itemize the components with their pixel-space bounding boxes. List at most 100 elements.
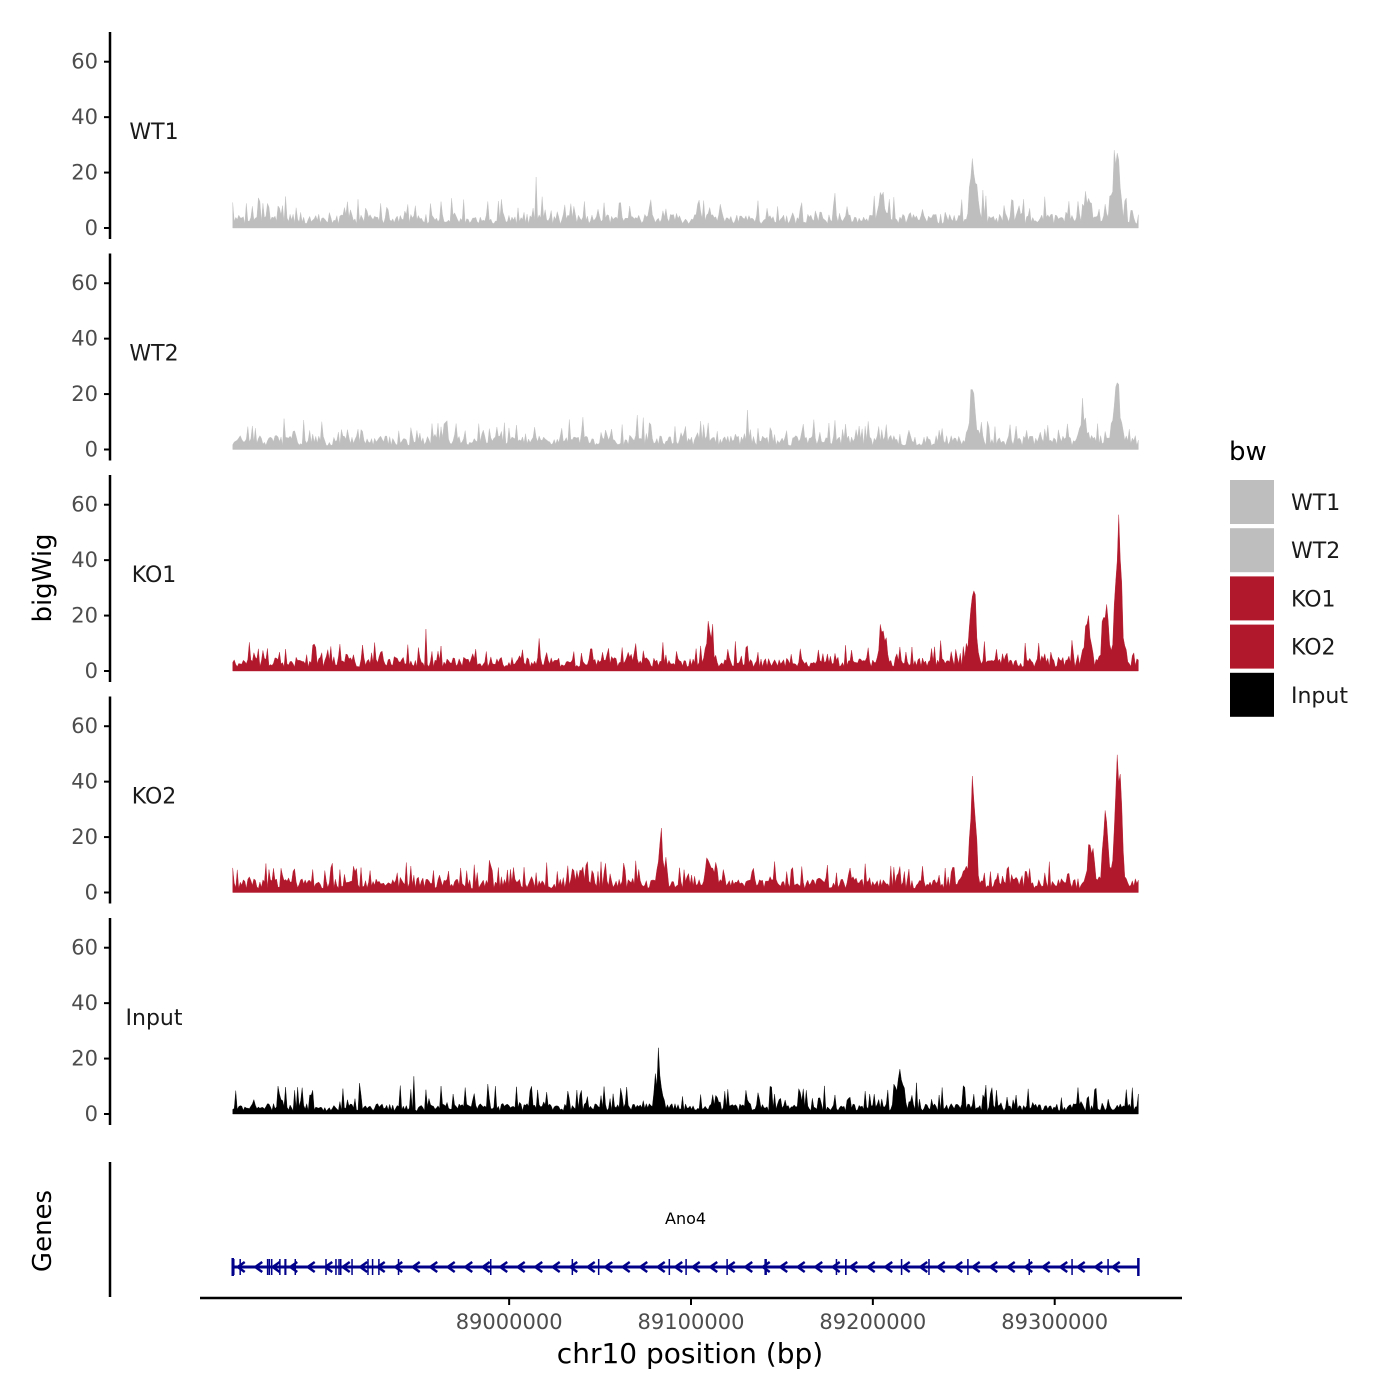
strand-arrow (1040, 1260, 1051, 1274)
legend-swatch-ko1 (1230, 576, 1274, 621)
legend-label-wt1: WT1 (1291, 491, 1340, 516)
track-label: KO1 (132, 563, 177, 588)
strand-arrow (725, 1260, 736, 1274)
strand-arrow (445, 1260, 456, 1274)
strand-arrow (323, 1260, 333, 1274)
legend-label-wt2: WT2 (1291, 539, 1340, 564)
strand-arrow (585, 1260, 596, 1274)
strand-arrow (620, 1260, 631, 1274)
y-axis-title: bigWig (28, 533, 58, 622)
track-ko2: 0 20 40 60 KO2 (71, 696, 1139, 905)
legend-swatch-wt2 (1230, 528, 1274, 573)
genes-axis-title: Genes (28, 1190, 58, 1272)
legend: bw WT1 WT2 KO1 KO2 Input (1229, 437, 1348, 717)
strand-arrow (778, 1260, 788, 1274)
y-tick-label: 0 (85, 881, 98, 905)
track-label: KO2 (132, 785, 177, 810)
x-tick-label: 89200000 (819, 1310, 926, 1334)
legend-label-input: Input (1291, 684, 1348, 709)
strand-arrow (655, 1260, 666, 1274)
y-tick-label: 40 (71, 548, 98, 572)
strand-arrow (795, 1260, 806, 1274)
y-tick-label: 20 (71, 825, 98, 849)
y-tick-label: 60 (71, 50, 98, 74)
y-tick-label: 20 (71, 382, 98, 406)
strand-arrow (305, 1260, 316, 1274)
strand-arrow (848, 1260, 858, 1274)
strand-arrow (918, 1260, 928, 1274)
strand-arrow (550, 1260, 561, 1274)
strand-arrow (813, 1260, 823, 1274)
y-tick-label: 40 (71, 105, 98, 129)
strand-arrow (638, 1260, 648, 1274)
strand-arrow (1093, 1260, 1103, 1274)
strand-arrow (830, 1260, 841, 1274)
y-tick-label: 40 (71, 770, 98, 794)
y-tick-label: 20 (71, 161, 98, 185)
x-axis: 89000000 89100000 89200000 89300000 (200, 1296, 1182, 1334)
strand-arrow (1058, 1260, 1068, 1274)
strand-arrow (900, 1260, 911, 1274)
y-tick-label: 20 (71, 1047, 98, 1071)
signal-area-wt2 (232, 382, 1139, 450)
y-tick-label: 0 (85, 438, 98, 462)
strand-arrow (673, 1260, 683, 1274)
strand-arrow (865, 1260, 876, 1274)
strand-arrow (690, 1260, 701, 1274)
strand-arrow (393, 1260, 403, 1274)
legend-swatch-ko2 (1230, 624, 1274, 669)
track-wt1: 0 20 40 60 WT1 (71, 32, 1139, 240)
strand-arrow (988, 1260, 998, 1274)
legend-title: bw (1229, 437, 1267, 467)
strand-arrow (340, 1260, 351, 1274)
gene-label: Ano4 (665, 1209, 706, 1228)
strand-arrow (935, 1260, 946, 1274)
y-tick-label: 0 (85, 659, 98, 683)
strand-arrow (463, 1260, 473, 1274)
y-tick-label: 0 (85, 1102, 98, 1126)
strand-arrow (1110, 1260, 1121, 1274)
y-tick-label: 60 (71, 936, 98, 960)
x-tick-label: 89100000 (638, 1310, 745, 1334)
y-tick-label: 40 (71, 991, 98, 1015)
legend-label-ko2: KO2 (1291, 636, 1336, 661)
strand-arrow (358, 1260, 368, 1274)
strand-arrow (1005, 1260, 1016, 1274)
strand-arrow (235, 1260, 246, 1274)
strand-arrow (970, 1260, 981, 1274)
tracks-layer: 0 20 40 60 WT1 0 20 40 60 WT2 0 20 40 60 KO1 0 20 40 60 KO2… (71, 32, 1139, 1126)
track-label: Input (126, 1006, 183, 1031)
y-tick-label: 60 (71, 714, 98, 738)
strand-arrow (533, 1260, 543, 1274)
strand-arrow (515, 1260, 526, 1274)
y-tick-label: 40 (71, 327, 98, 351)
legend-swatch-wt1 (1230, 480, 1274, 524)
y-tick-label: 20 (71, 604, 98, 628)
strand-arrow (410, 1260, 421, 1274)
strand-arrow (375, 1260, 386, 1274)
y-tick-label: 60 (71, 271, 98, 295)
genes-panel: Ano4 89000000 89100000 89200000 89300000 (108, 1162, 1182, 1334)
signal-area-ko1 (232, 514, 1139, 672)
track-input: 0 20 40 60 Input (71, 918, 1139, 1126)
signal-area-input (232, 1047, 1139, 1115)
y-tick-label: 0 (85, 216, 98, 240)
strand-arrow (288, 1260, 298, 1274)
strand-arrow (1023, 1260, 1033, 1274)
gene-exons (231, 1258, 1140, 1276)
x-axis-title: chr10 position (bp) (557, 1337, 823, 1370)
strand-arrow (480, 1260, 491, 1274)
strand-arrow (603, 1260, 613, 1274)
signal-area-wt1 (232, 150, 1139, 229)
strand-arrow (953, 1260, 963, 1274)
y-tick-label: 60 (71, 493, 98, 517)
x-tick-label: 89300000 (1001, 1310, 1108, 1334)
track-wt2: 0 20 40 60 WT2 (71, 253, 1139, 462)
strand-arrow (1075, 1260, 1086, 1274)
x-tick-label: 89000000 (456, 1310, 563, 1334)
strand-arrow (428, 1260, 438, 1274)
legend-swatch-input (1230, 672, 1274, 717)
legend-label-ko1: KO1 (1291, 587, 1336, 612)
strand-arrow (253, 1260, 263, 1274)
